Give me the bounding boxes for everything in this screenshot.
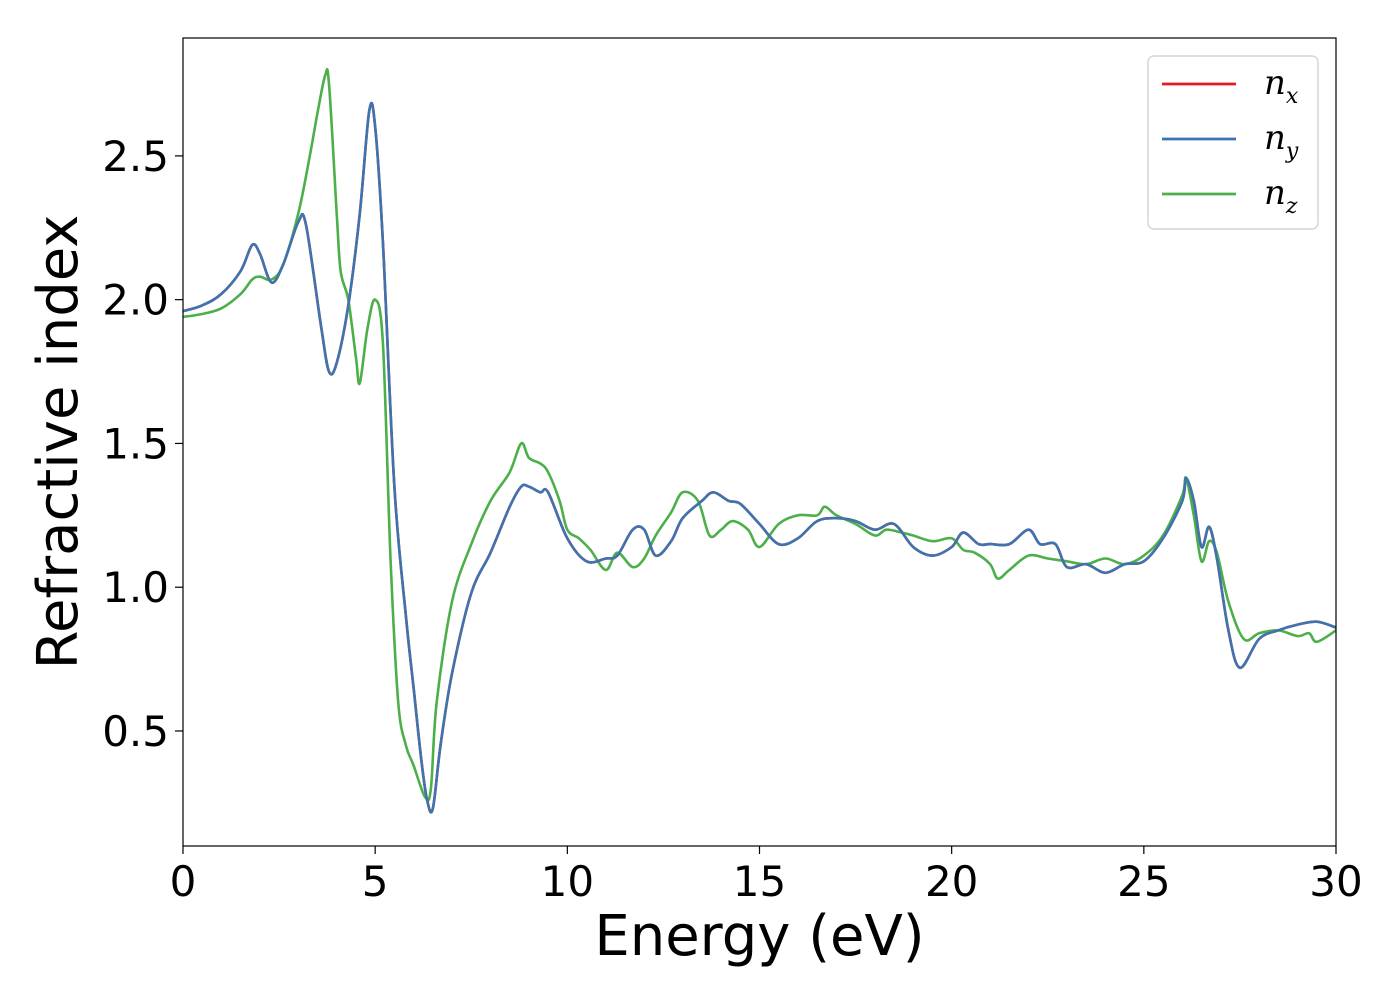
y-tick-label: 0.5 [102, 707, 169, 756]
x-axis-title: Energy (eV) [594, 904, 924, 969]
series-layer [182, 67, 1337, 814]
x-axis-ticks: 0 5 10 15 20 25 30 [170, 846, 1363, 906]
legend-label-z: nz [1264, 173, 1298, 219]
y-axis-title: Refractive index [26, 215, 91, 670]
y-tick-label: 2.5 [102, 132, 169, 181]
legend-box [1147, 55, 1319, 230]
y-tick-label: 1.0 [102, 563, 169, 612]
x-tick-label: 10 [541, 857, 594, 906]
x-tick-label: 30 [1309, 857, 1362, 906]
x-tick-label: 0 [170, 857, 197, 906]
x-tick-label: 5 [362, 857, 389, 906]
x-tick-label: 15 [733, 857, 786, 906]
legend: nx ny nz [1147, 55, 1319, 230]
y-tick-label: 1.5 [102, 419, 169, 468]
y-axis-ticks: 0.5 1.0 1.5 2.0 2.5 [102, 132, 183, 756]
y-tick-label: 2.0 [102, 276, 169, 325]
x-tick-label: 25 [1117, 857, 1170, 906]
legend-label-x: nx [1264, 63, 1299, 109]
legend-label-y: ny [1264, 118, 1299, 164]
x-tick-label: 20 [925, 857, 978, 906]
series-line-n-y [182, 101, 1337, 814]
